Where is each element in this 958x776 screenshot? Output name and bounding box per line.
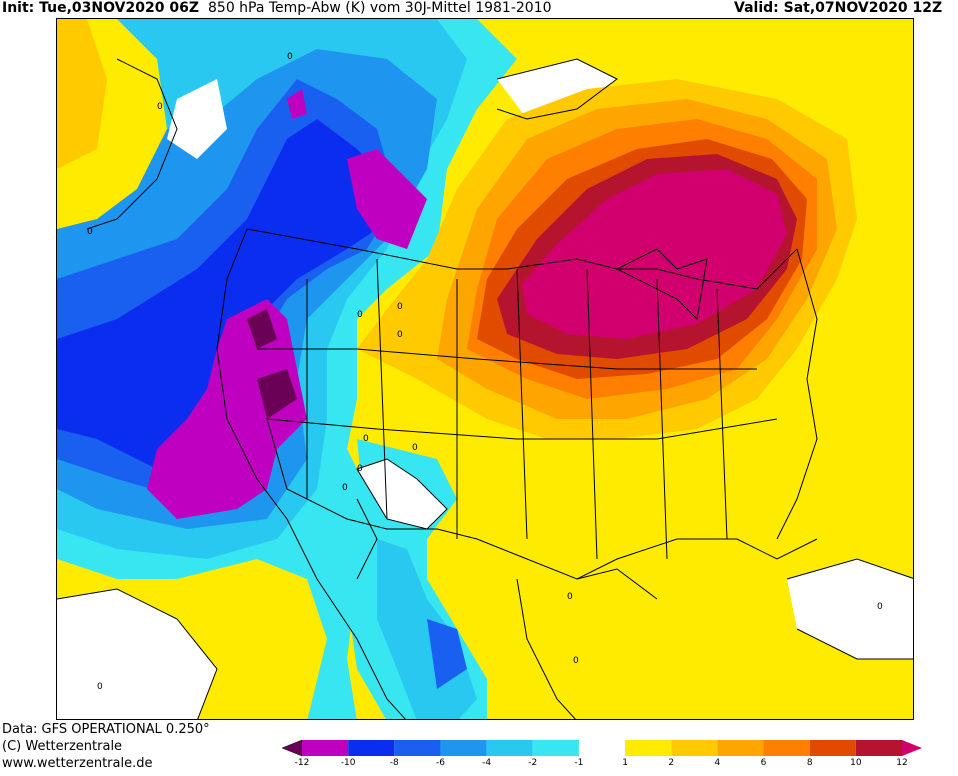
- colorbar-legend: -12 -10 -8 -6 -4 -2 -1 1 2 4 6 8 10 12: [252, 739, 948, 776]
- contour-label: 0: [87, 227, 93, 237]
- colorbar-bin: [717, 740, 764, 756]
- colorbar-scale: [281, 739, 922, 757]
- contour-label: 0: [363, 434, 369, 444]
- contour-label: 0: [397, 330, 403, 340]
- contour-label: 0: [157, 102, 163, 112]
- contour-label: 0: [357, 310, 363, 320]
- colorbar-bin: [578, 740, 626, 756]
- data-source: Data: GFS OPERATIONAL 0.250°: [2, 722, 210, 737]
- copyright: (C) Wetterzentrale: [2, 739, 123, 754]
- field-description: 850 hPa Temp-Abw (K) vom 30J-Mittel 1981…: [208, 0, 552, 16]
- colorbar-tick-label: -6: [435, 758, 445, 768]
- colorbar-tick-label: -12: [294, 758, 310, 768]
- colorbar-min-arrow: [281, 739, 303, 757]
- website-url: www.wetterzentrale.de: [2, 756, 153, 771]
- contour-label: 0: [412, 443, 418, 453]
- contour-label: 0: [877, 602, 883, 612]
- valid-time: Valid: Sat,07NOV2020 12Z: [734, 0, 943, 16]
- zero-contour-lines: [57, 58, 913, 719]
- colorbar-tick-label: 2: [668, 758, 675, 768]
- contour-label: 0: [97, 682, 103, 692]
- colorbar-bin: [671, 740, 718, 756]
- colorbar-tick-label: -10: [340, 758, 356, 768]
- contour-label: 0: [357, 464, 363, 474]
- colorbar-tick-label: 1: [622, 758, 628, 768]
- init-time: Init: Tue,03NOV2020 06Z: [2, 0, 199, 16]
- colorbar-bin: [763, 740, 810, 756]
- contour-label: 0: [342, 483, 348, 493]
- colorbar-tick-label: 8: [806, 758, 813, 768]
- colorbar-bin: [809, 740, 856, 756]
- colorbar-bin: [302, 740, 349, 756]
- colorbar-tick-label: 4: [714, 758, 721, 768]
- colorbar-tick-label: 6: [760, 758, 767, 768]
- map-header: Init: Tue,03NOV2020 06Z 850 hPa Temp-Abw…: [0, 0, 958, 18]
- colorbar-max-arrow: [902, 740, 922, 756]
- colorbar-tick-label: -8: [389, 758, 399, 768]
- contour-label: 0: [567, 592, 573, 602]
- colorbar-bin: [625, 740, 672, 756]
- colorbar-bin: [532, 740, 579, 756]
- colorbar-tick-label: 12: [896, 758, 908, 768]
- colorbar-bin: [394, 740, 441, 756]
- colorbar-tick-label: 10: [850, 758, 862, 768]
- political-boundaries: [216, 228, 818, 719]
- colorbar-bin: [440, 740, 487, 756]
- contour-label: 0: [397, 302, 403, 312]
- colorbar-bin: [855, 740, 902, 756]
- contour-label: 0: [573, 656, 579, 666]
- colorbar-tick-label: -2: [528, 758, 538, 768]
- colorbar-bin: [348, 740, 395, 756]
- colorbar-bin: [486, 740, 533, 756]
- temperature-anomaly-map: 0 0 0 0 0 0 0 0 0 0 0 0 0 0: [56, 18, 914, 720]
- contour-label: 0: [287, 52, 293, 62]
- colorbar-tick-label: -4: [482, 758, 492, 768]
- colorbar-tick-label: -1: [574, 758, 584, 768]
